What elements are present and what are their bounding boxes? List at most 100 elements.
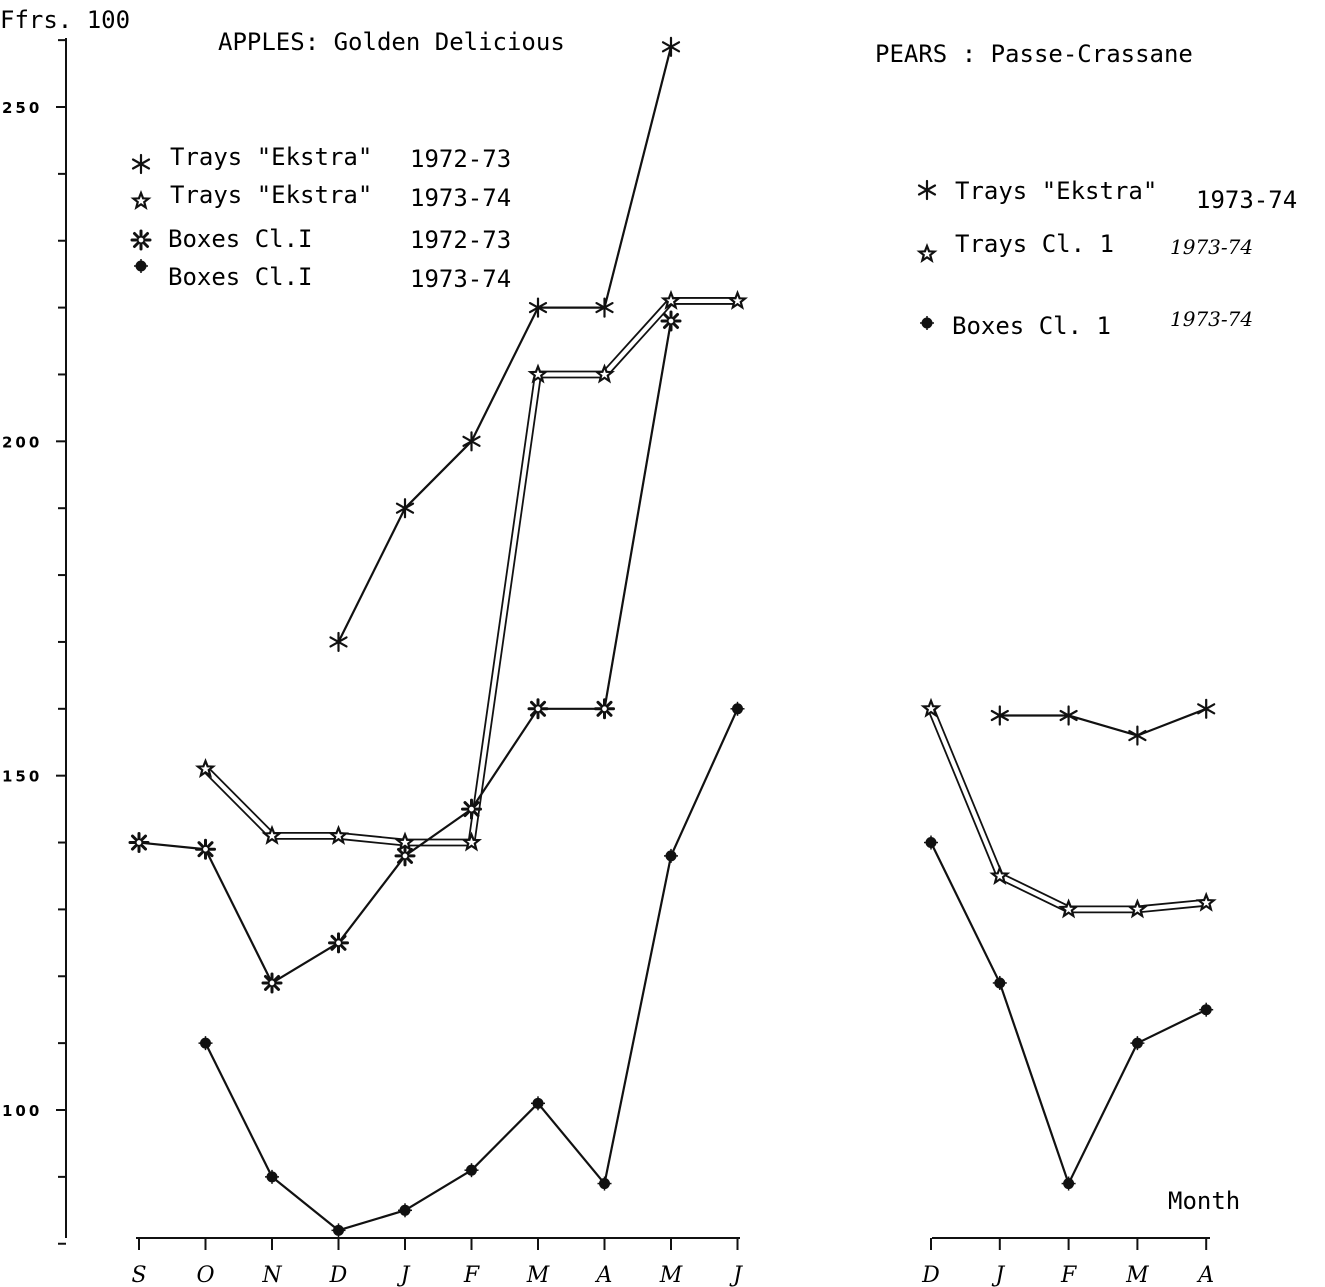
data-point-burst-J bbox=[394, 845, 416, 867]
data-point-dot-J bbox=[397, 1202, 413, 1219]
series-line bbox=[338, 831, 406, 841]
data-point-star-J bbox=[727, 289, 748, 310]
series-0-2 bbox=[128, 310, 682, 994]
series-line bbox=[138, 841, 206, 851]
legend-label: Boxes Cl. 1 bbox=[952, 312, 1111, 340]
series-line bbox=[606, 302, 674, 378]
data-point-star-F bbox=[1058, 898, 1080, 919]
data-point-dot-M bbox=[663, 848, 679, 864]
legend-label: Boxes Cl.I bbox=[168, 263, 313, 291]
series-line bbox=[1000, 872, 1071, 908]
data-point-star-D bbox=[328, 824, 349, 845]
legend-label: Boxes Cl.I bbox=[168, 225, 313, 253]
data-point-burst-F bbox=[461, 798, 482, 820]
series-0-3 bbox=[197, 701, 746, 1239]
data-point-star-M bbox=[660, 289, 682, 310]
series-line bbox=[470, 307, 539, 442]
x-tick-label: A bbox=[595, 1263, 613, 1287]
legend-label: Trays "Ekstra" bbox=[170, 143, 372, 171]
x-tick-label: S bbox=[131, 1263, 146, 1287]
data-point-star-A bbox=[594, 363, 615, 384]
data-point-dot-O bbox=[197, 1035, 214, 1051]
x-tick-label: F bbox=[463, 1263, 480, 1287]
month-axis-label: Month bbox=[1168, 1187, 1240, 1215]
legend-season: 1973-74 bbox=[1170, 235, 1253, 259]
y-tick-label: 200 bbox=[2, 433, 42, 451]
series-line bbox=[404, 808, 473, 857]
data-point-star-O bbox=[195, 757, 216, 778]
series-line bbox=[603, 320, 673, 709]
series-line bbox=[930, 842, 1001, 984]
legend-season: 1972-73 bbox=[410, 226, 511, 254]
series-line bbox=[932, 707, 1004, 876]
data-point-burst-S bbox=[128, 832, 150, 854]
data-point-asterisk-D bbox=[329, 631, 348, 653]
series-line bbox=[603, 46, 673, 308]
data-point-burst-O bbox=[195, 838, 216, 860]
data-point-star-A bbox=[1195, 891, 1217, 912]
series-0-0 bbox=[329, 36, 681, 653]
legend-star-marker bbox=[130, 190, 152, 210]
data-point-burst-A bbox=[594, 698, 615, 720]
y-tick-label: 250 bbox=[2, 99, 42, 117]
data-point-dot-D bbox=[923, 834, 939, 851]
legend-burst-marker bbox=[130, 229, 152, 251]
pears-chart-title: PEARS : Passe-Crassane bbox=[875, 40, 1193, 68]
series-line bbox=[271, 941, 340, 984]
x-tick-label: O bbox=[196, 1263, 214, 1287]
series-line bbox=[338, 1209, 406, 1232]
series-line bbox=[202, 770, 271, 839]
data-point-dot-J bbox=[729, 701, 746, 717]
series-line bbox=[467, 373, 536, 843]
series-0-1 bbox=[195, 289, 748, 852]
data-point-dot-A bbox=[1198, 1001, 1214, 1018]
data-point-dot-J bbox=[992, 975, 1008, 991]
apples-chart-title: APPLES: Golden Delicious bbox=[218, 28, 565, 56]
legend-star-marker bbox=[916, 243, 938, 263]
data-point-star-N bbox=[261, 824, 283, 845]
series-line bbox=[338, 837, 405, 847]
legend-season: 1973-74 bbox=[1170, 307, 1253, 331]
y-tick-label: 100 bbox=[2, 1102, 42, 1120]
data-point-dot-M bbox=[1129, 1035, 1146, 1051]
series-line bbox=[337, 507, 406, 643]
series-line bbox=[404, 1169, 473, 1212]
series-line bbox=[271, 1176, 340, 1232]
series-line bbox=[998, 877, 1068, 913]
x-tick-label: A bbox=[1196, 1263, 1214, 1287]
x-tick-label: M bbox=[1125, 1263, 1149, 1287]
legend-asterisk-marker bbox=[131, 153, 151, 175]
legend-asterisk-marker bbox=[917, 179, 937, 201]
x-tick-label: J bbox=[397, 1263, 411, 1287]
series-1-1 bbox=[920, 697, 1217, 919]
legend-label: Trays Cl. 1 bbox=[955, 230, 1114, 258]
series-line bbox=[1068, 714, 1138, 737]
series-line bbox=[998, 982, 1070, 1184]
data-point-burst-D bbox=[328, 932, 349, 954]
data-point-asterisk-A bbox=[1197, 698, 1216, 719]
series-line bbox=[206, 766, 275, 835]
x-tick-label: N bbox=[261, 1263, 282, 1287]
series-line bbox=[204, 848, 273, 984]
x-tick-marks bbox=[138, 1238, 1208, 1250]
series-line bbox=[537, 1102, 606, 1185]
legend-season: 1973-74 bbox=[1196, 186, 1297, 214]
series-line bbox=[1067, 1042, 1139, 1185]
y-tick-marks bbox=[56, 39, 66, 1245]
x-tick-label: M bbox=[659, 1263, 683, 1287]
series-line bbox=[204, 1042, 273, 1178]
x-tick-label: F bbox=[1060, 1263, 1077, 1287]
data-point-star-M bbox=[527, 363, 549, 384]
series-line bbox=[927, 709, 998, 878]
data-point-asterisk-M bbox=[661, 36, 681, 57]
legend-season: 1972-73 bbox=[410, 145, 511, 173]
legend-season: 1973-74 bbox=[410, 184, 511, 212]
series-line bbox=[603, 855, 673, 1184]
data-point-star-M bbox=[1126, 898, 1148, 919]
series-line bbox=[473, 374, 542, 844]
series-line bbox=[669, 708, 739, 857]
series-line bbox=[337, 855, 406, 944]
x-tick-label: M bbox=[526, 1263, 550, 1287]
legend-dot-marker bbox=[133, 258, 149, 274]
